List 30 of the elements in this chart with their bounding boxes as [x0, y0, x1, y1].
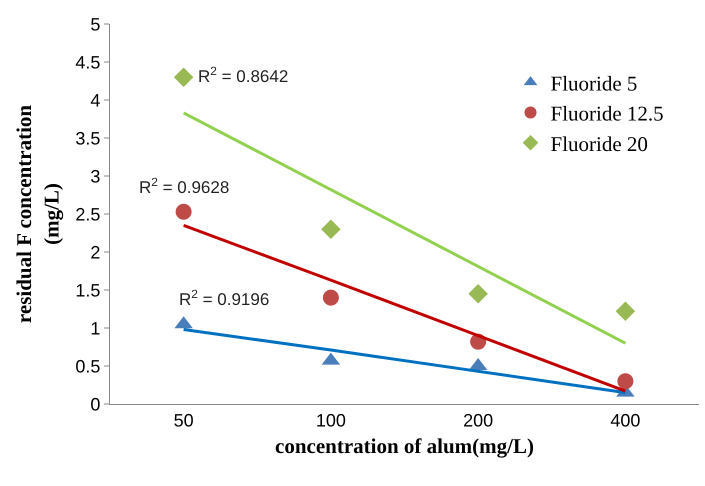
y-tick-label: 2.5 [75, 204, 100, 224]
y-tick-label: 4.5 [75, 52, 100, 72]
point [322, 290, 339, 306]
annotation: R$^{2}$ = 0.9628 [139, 175, 230, 198]
point [468, 284, 488, 304]
point [174, 67, 194, 87]
x-tick-label: 400 [610, 410, 640, 431]
x-tick-label: 200 [463, 410, 494, 431]
x-tick-label: 50 [174, 410, 194, 431]
annotation: R$^{2}$ = 0.8642 [198, 64, 288, 86]
y-tick-label: 4 [90, 90, 100, 110]
legend-label: Fluoride 5 [550, 71, 638, 96]
y-tick-label: 2 [90, 242, 100, 262]
legend-label: Fluoride 12.5 [550, 102, 664, 126]
y-axis-title: residual F concentration (mg/L) [12, 104, 64, 324]
x-tick-label: 100 [316, 410, 346, 431]
y-tick-label: 1 [90, 318, 100, 338]
y-tick-label: 0.5 [75, 356, 100, 376]
y-tick-label: 0 [90, 394, 100, 414]
x-axis-title: concentration of alum(mg/L) [275, 434, 534, 458]
annotation: R$^{2}$ = 0.9196 [179, 287, 270, 310]
legend-label: Fluoride 20 [550, 132, 648, 156]
point [176, 204, 192, 220]
point [617, 373, 634, 390]
y-tick-label: 3.5 [75, 128, 100, 148]
point [616, 302, 636, 322]
point [321, 219, 341, 239]
y-tick-label: 3 [90, 166, 100, 186]
y-tick-label: 5 [90, 14, 100, 34]
y-tick-label: 1.5 [75, 280, 100, 300]
